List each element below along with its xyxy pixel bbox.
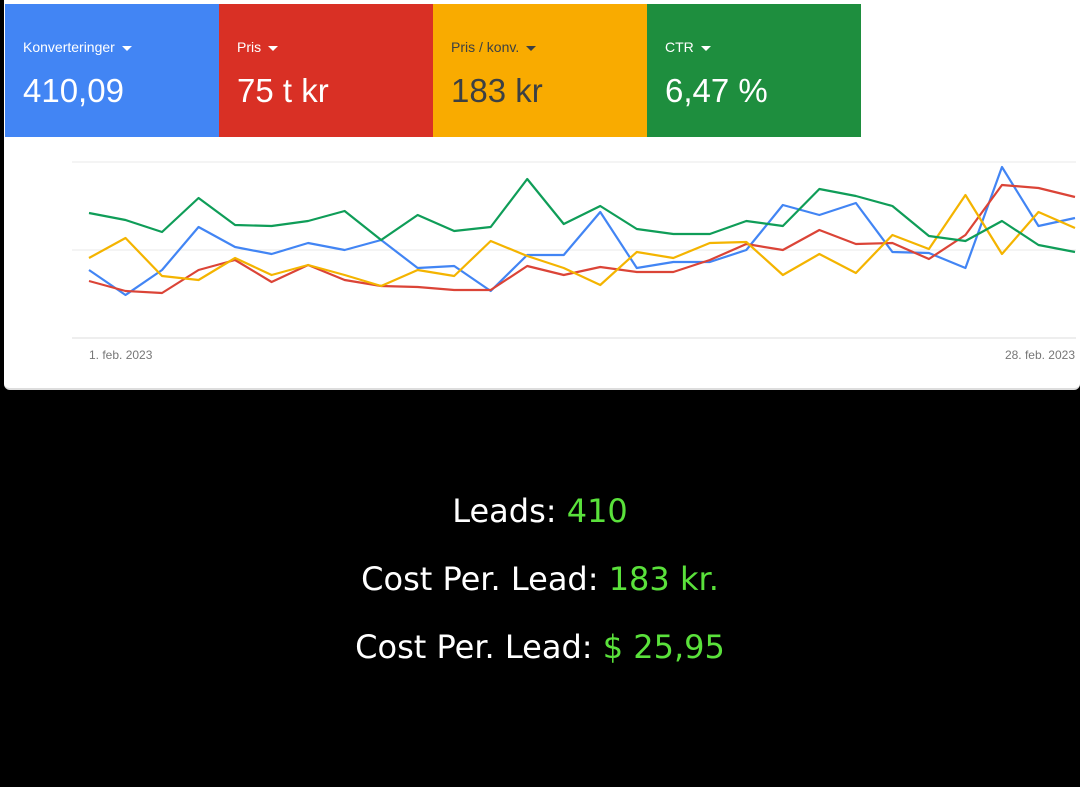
summary: Leads: 410 Cost Per. Lead: 183 kr. Cost Pe… [0,486,1080,690]
metric-label: CTR [665,39,711,55]
series-line [88,177,1076,254]
summary-value: 183 kr. [608,560,719,598]
metric-label: Konverteringer [23,39,132,55]
summary-line: Cost Per. Lead: $ 25,95 [0,622,1080,690]
metric-value: 6,47 % [665,72,768,109]
metric-value: 183 kr [451,72,543,109]
series-line [88,193,1076,288]
summary-value: 410 [566,492,628,530]
metric-value: 410,09 [23,72,124,109]
metric-label: Pris [237,39,278,55]
summary-label: Cost Per. Lead: [355,628,593,666]
metric-card[interactable]: Konverteringer 410,09 [5,4,219,137]
metric-card[interactable]: Pris 75 t kr [219,4,433,137]
metric-card[interactable]: CTR 6,47 % [647,4,861,137]
series-line [88,165,1076,297]
x-tick-label: 1. feb. 2023 [89,348,153,362]
x-tick-label: 28. feb. 2023 [1005,348,1075,362]
summary-line: Leads: 410 [0,486,1080,554]
metric-label: Pris / konv. [451,39,536,55]
metric-card[interactable]: Pris / konv. 183 kr [433,4,647,137]
summary-value: $ 25,95 [602,628,725,666]
summary-line: Cost Per. Lead: 183 kr. [0,554,1080,622]
metric-value: 75 t kr [237,72,329,109]
series-line [88,183,1076,295]
summary-label: Leads: [452,492,557,530]
summary-label: Cost Per. Lead: [361,560,599,598]
line-chart: 1. feb. 2023 28. feb. 2023 [72,161,1076,362]
